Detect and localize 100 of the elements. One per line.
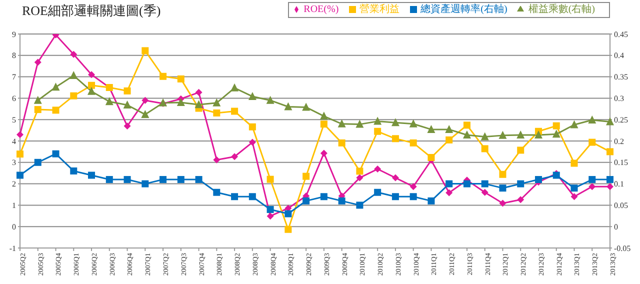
- point: [446, 180, 453, 188]
- y2-tick-label: 0.05: [614, 201, 628, 210]
- point: [320, 150, 328, 157]
- point: [160, 72, 167, 80]
- point: [481, 145, 488, 152]
- point: [34, 158, 42, 166]
- y-tick-label: 2: [12, 180, 16, 189]
- point: [88, 172, 96, 179]
- point: [123, 100, 132, 109]
- point: [498, 130, 507, 139]
- point: [302, 102, 310, 111]
- point: [338, 197, 346, 204]
- point: [428, 197, 435, 204]
- y-tick-label: -1: [9, 244, 16, 253]
- point: [320, 112, 328, 120]
- point: [160, 176, 167, 184]
- point: [338, 119, 346, 128]
- point: [284, 210, 292, 218]
- point: [446, 189, 453, 196]
- point: [231, 193, 238, 200]
- point: [534, 130, 542, 139]
- point: [410, 139, 417, 146]
- point: [176, 98, 185, 106]
- point: [517, 196, 524, 204]
- point: [195, 88, 202, 96]
- point: [106, 176, 113, 184]
- point: [88, 86, 96, 95]
- point: [248, 138, 256, 146]
- point: [588, 176, 596, 184]
- point: [409, 119, 418, 128]
- y2-tick-label: -0.05: [614, 244, 631, 253]
- point: [427, 124, 436, 133]
- legend-label: ROE(%): [304, 4, 339, 15]
- point: [356, 174, 364, 182]
- point: [248, 193, 256, 200]
- point: [606, 176, 614, 184]
- point: [302, 197, 310, 204]
- point: [52, 150, 60, 158]
- point: [124, 122, 131, 130]
- point: [517, 180, 524, 188]
- y-tick-label: 9: [12, 30, 16, 39]
- y-tick-label: 4: [12, 136, 16, 146]
- point: [105, 97, 114, 106]
- point: [534, 176, 542, 184]
- point: [570, 184, 578, 192]
- point: [463, 122, 470, 129]
- point: [284, 226, 292, 233]
- point: [177, 176, 184, 184]
- point: [34, 106, 42, 114]
- point: [552, 122, 560, 130]
- point: [212, 98, 221, 106]
- point: [570, 193, 578, 200]
- y2-tick-label: 0.35: [614, 72, 628, 82]
- point: [445, 124, 454, 133]
- point: [16, 131, 24, 138]
- point: [124, 87, 131, 94]
- point: [320, 120, 328, 128]
- point: [248, 92, 256, 100]
- y-tick-label: 5: [12, 115, 16, 124]
- point: [570, 120, 578, 128]
- point: [374, 116, 382, 125]
- point: [195, 176, 202, 184]
- point: [266, 206, 274, 213]
- point: [588, 116, 596, 124]
- point: [177, 75, 184, 82]
- y-tick-label: 1: [12, 201, 16, 210]
- point: [124, 176, 131, 184]
- y-tick-label: 6: [12, 94, 16, 104]
- point: [462, 130, 471, 139]
- point: [52, 82, 60, 91]
- point: [374, 128, 382, 135]
- point: [356, 168, 364, 175]
- point: [213, 109, 220, 116]
- point: [141, 110, 150, 118]
- point: [499, 200, 506, 207]
- point: [213, 156, 220, 164]
- point: [231, 153, 238, 160]
- point: [16, 150, 24, 158]
- y-tick-label: 0: [12, 222, 16, 232]
- point: [230, 83, 239, 92]
- point: [266, 176, 274, 183]
- point: [410, 183, 417, 190]
- chart-title: ROE細部邏輯關連圖(季): [22, 2, 161, 20]
- point: [284, 102, 292, 110]
- y2-tick-label: 0.15: [614, 158, 628, 168]
- point: [34, 96, 42, 104]
- point: [481, 188, 488, 196]
- point: [194, 100, 203, 108]
- point: [248, 123, 256, 130]
- point: [213, 188, 220, 196]
- point: [88, 71, 96, 78]
- point: [499, 184, 506, 192]
- y2-tick-label: 0.25: [614, 115, 628, 124]
- point: [70, 50, 78, 58]
- point: [302, 172, 310, 180]
- y2-tick-label: 0.3: [614, 94, 624, 104]
- point: [374, 166, 382, 173]
- point: [606, 183, 614, 190]
- point: [410, 193, 417, 200]
- point: [142, 96, 149, 104]
